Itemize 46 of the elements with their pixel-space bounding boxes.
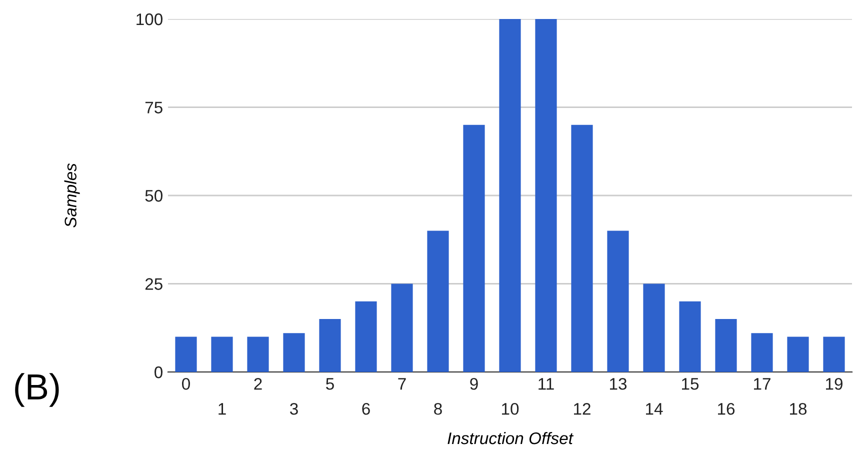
bar bbox=[391, 284, 413, 372]
y-tick-label: 50 bbox=[145, 190, 162, 202]
bar bbox=[643, 284, 665, 372]
bar bbox=[715, 319, 737, 372]
bar bbox=[355, 301, 377, 372]
bar bbox=[499, 19, 521, 372]
bar bbox=[283, 333, 305, 372]
x-tick-label: 6 bbox=[362, 402, 370, 415]
x-axis-title: Instruction Offset bbox=[448, 432, 574, 444]
bar bbox=[463, 124, 485, 372]
x-tick-label: 15 bbox=[682, 378, 699, 390]
x-tick-label: 13 bbox=[610, 378, 627, 390]
y-tick-label: 100 bbox=[136, 13, 162, 26]
bar bbox=[787, 336, 809, 372]
bar bbox=[175, 336, 197, 372]
x-tick-label: 5 bbox=[326, 378, 334, 390]
x-tick-label: 18 bbox=[790, 402, 807, 415]
bar bbox=[823, 336, 845, 372]
bar bbox=[571, 124, 593, 372]
bar bbox=[607, 230, 629, 372]
x-tick-label: 14 bbox=[646, 403, 663, 415]
x-tick-label: 0 bbox=[182, 378, 190, 390]
bar bbox=[679, 301, 701, 372]
bar bbox=[247, 336, 269, 372]
x-tick-label: 9 bbox=[470, 378, 478, 390]
x-tick-label: 7 bbox=[398, 378, 406, 390]
x-tick-label: 8 bbox=[434, 402, 442, 415]
bar bbox=[319, 319, 341, 372]
y-tick-label: 25 bbox=[145, 278, 162, 290]
x-tick-label: 16 bbox=[718, 402, 735, 415]
x-tick-label: 12 bbox=[574, 402, 590, 415]
x-tick-label: 17 bbox=[754, 378, 770, 390]
x-tick-label: 11 bbox=[538, 378, 554, 390]
x-tick-label: 3 bbox=[290, 402, 298, 415]
bar bbox=[751, 333, 773, 372]
y-axis-title: Samples bbox=[64, 163, 80, 228]
bar bbox=[535, 19, 557, 372]
text: (B) bbox=[15, 373, 59, 407]
bar bbox=[211, 336, 233, 372]
y-tick-label: 75 bbox=[145, 102, 162, 114]
x-tick-label: 1 bbox=[218, 403, 226, 415]
y-tick-label: 0 bbox=[154, 366, 162, 378]
bar bbox=[427, 230, 449, 372]
x-tick-label: 10 bbox=[502, 402, 519, 415]
x-tick-label: 2 bbox=[254, 378, 262, 390]
x-tick-label: 19 bbox=[826, 378, 842, 390]
